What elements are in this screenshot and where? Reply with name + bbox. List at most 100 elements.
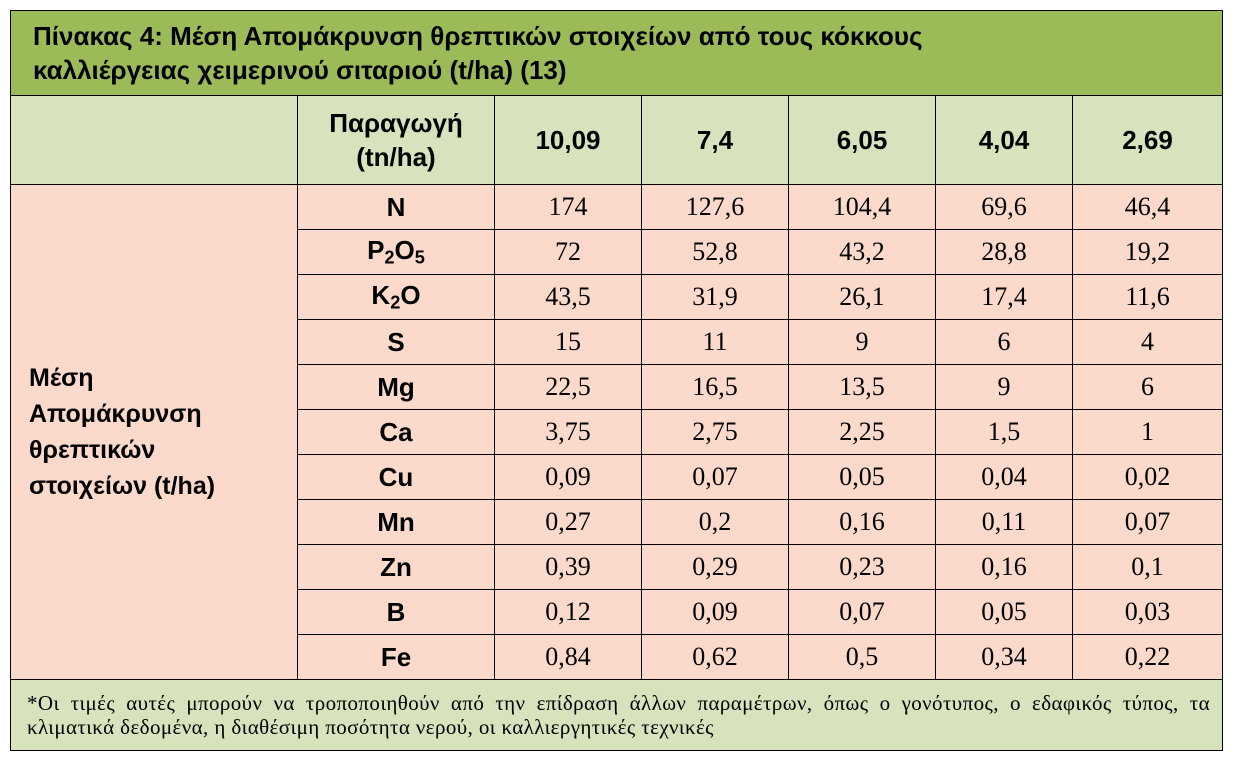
table-row: Zn 0,39 0,29 0,23 0,16 0,1	[11, 544, 1224, 590]
value-cell: 0,05	[788, 454, 936, 500]
element-subscript: 2	[390, 292, 401, 313]
table-row: Μέση Απομάκρυνση θρεπτικών στοιχείων (t/…	[10, 184, 1224, 680]
value-cell: 9	[788, 319, 936, 365]
value-cell: 1,5	[935, 409, 1073, 455]
value-cell: 4	[1071, 319, 1224, 365]
value-cell: 0,02	[1071, 454, 1224, 500]
value-cell: 0,2	[641, 499, 789, 545]
value-cell: 0,05	[935, 589, 1073, 635]
value-cell: 0,09	[641, 589, 789, 635]
element-label: Zn	[297, 544, 495, 590]
value-cell: 13,5	[788, 364, 936, 410]
value-cell: 17,4	[935, 274, 1073, 320]
value-cell: 0,39	[494, 544, 642, 590]
value-cell: 0,29	[641, 544, 789, 590]
table-footnote: *Οι τιμές αυτές μπορούν να τροποποιηθούν…	[9, 679, 1224, 751]
element-label: N	[297, 184, 495, 230]
table-title: Πίνακας 4: Μέση Απομάκρυνση θρεπτικών στ…	[9, 10, 1224, 96]
production-label: Παραγωγή (tn/ha)	[297, 95, 495, 185]
element-subscript: 2	[384, 247, 395, 268]
value-cell: 69,6	[935, 184, 1073, 230]
table-row: Mn 0,27 0,2 0,16 0,11 0,07	[11, 499, 1224, 545]
production-value: 10,09	[494, 95, 642, 185]
value-cell: 0,07	[641, 454, 789, 500]
value-cell: 0,16	[788, 499, 936, 545]
table-title-line2: καλλιέργειας χειμερινού σιταριού (t/ha) …	[33, 55, 567, 85]
value-cell: 0,22	[1071, 634, 1224, 680]
value-cell: 0,16	[935, 544, 1073, 590]
value-cell: 0,27	[494, 499, 642, 545]
value-cell: 0,62	[641, 634, 789, 680]
value-cell: 22,5	[494, 364, 642, 410]
value-cell: 15	[494, 319, 642, 365]
value-cell: 2,25	[788, 409, 936, 455]
value-cell: 52,8	[641, 229, 789, 275]
value-cell: 3,75	[494, 409, 642, 455]
value-cell: 0,23	[788, 544, 936, 590]
element-label: S	[297, 319, 495, 365]
row-group-label-line: στοιχείων (t/ha)	[29, 472, 216, 500]
value-cell: 46,4	[1071, 184, 1224, 230]
value-cell: 72	[494, 229, 642, 275]
value-cell: 43,2	[788, 229, 936, 275]
production-value: 2,69	[1071, 95, 1224, 185]
element-symbol: O	[400, 280, 421, 311]
value-cell: 0,09	[494, 454, 642, 500]
value-cell: 28,8	[935, 229, 1073, 275]
table-title-line1: Πίνακας 4: Μέση Απομάκρυνση θρεπτικών στ…	[33, 21, 923, 51]
value-cell: 0,34	[935, 634, 1073, 680]
value-cell: 0,1	[1071, 544, 1224, 590]
element-label: Fe	[297, 634, 495, 680]
value-cell: 0,11	[935, 499, 1073, 545]
value-cell: 11,6	[1071, 274, 1224, 320]
value-cell: 26,1	[788, 274, 936, 320]
element-symbol: K	[371, 280, 391, 311]
header-empty-cell	[10, 95, 298, 185]
value-cell: 0,5	[788, 634, 936, 680]
production-label-line2: (tn/ha)	[356, 142, 436, 172]
value-cell: 0,12	[494, 589, 642, 635]
nutrient-removal-table: Πίνακας 4: Μέση Απομάκρυνση θρεπτικών στ…	[9, 10, 1224, 751]
value-cell: 0,03	[1071, 589, 1224, 635]
element-label: Mn	[297, 499, 495, 545]
production-value: 7,4	[641, 95, 789, 185]
element-symbol: P	[367, 235, 385, 266]
value-cell: 16,5	[641, 364, 789, 410]
value-cell: 1	[1071, 409, 1224, 455]
production-header-row: Παραγωγή (tn/ha) 10,09 7,4 6,05 4,04 2,6…	[10, 95, 1224, 185]
value-cell: 19,2	[1071, 229, 1224, 275]
row-group-label: Μέση Απομάκρυνση θρεπτικών στοιχείων (t/…	[10, 184, 298, 680]
value-cell: 43,5	[494, 274, 642, 320]
value-cell: 0,04	[935, 454, 1073, 500]
production-value: 4,04	[935, 95, 1073, 185]
production-label-line1: Παραγωγή	[329, 108, 463, 138]
value-cell: 0,07	[1071, 499, 1224, 545]
production-value: 6,05	[788, 95, 936, 185]
value-cell: 2,75	[641, 409, 789, 455]
element-label: B	[297, 589, 495, 635]
value-cell: 0,84	[494, 634, 642, 680]
value-cell: 127,6	[641, 184, 789, 230]
row-group-label-line: Απομάκρυνση	[29, 400, 202, 428]
value-cell: 9	[935, 364, 1073, 410]
value-cell: 31,9	[641, 274, 789, 320]
table-row: Ca 3,75 2,75 2,25 1,5 1	[11, 409, 1224, 455]
value-cell: 0,07	[788, 589, 936, 635]
table-row: B 0,12 0,09 0,07 0,05 0,03	[11, 589, 1224, 635]
value-cell: 6	[1071, 364, 1224, 410]
value-cell: 11	[641, 319, 789, 365]
row-group-label-line: θρεπτικών	[29, 436, 156, 464]
table-row: Cu 0,09 0,07 0,05 0,04 0,02	[11, 454, 1224, 500]
element-label: Cu	[297, 454, 495, 500]
value-cell: 174	[494, 184, 642, 230]
table-row: Mg 22,5 16,5 13,5 9 6	[11, 364, 1224, 410]
element-label: Mg	[297, 364, 495, 410]
element-label: K2O	[297, 274, 495, 320]
table-row: P2O5 72 52,8 43,2 28,8 19,2	[11, 229, 1224, 275]
element-label: P2O5	[297, 229, 495, 275]
value-cell: 104,4	[788, 184, 936, 230]
element-subscript: 5	[414, 247, 425, 268]
value-cell: 6	[935, 319, 1073, 365]
row-group-label-line: Μέση	[29, 364, 94, 392]
table-row: S 15 11 9 6 4	[11, 319, 1224, 365]
